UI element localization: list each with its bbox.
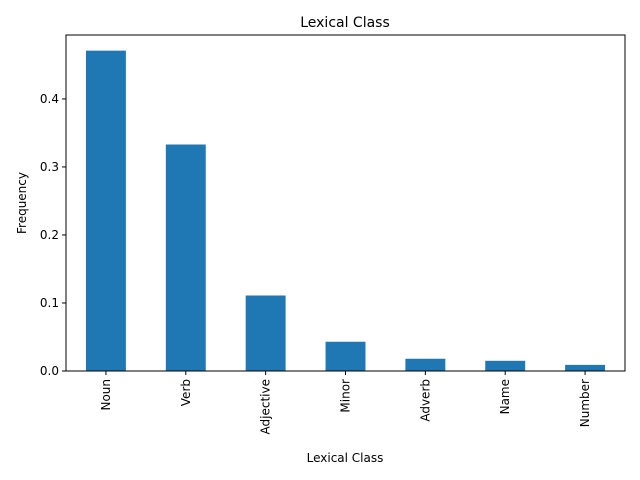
x-tick-label: Name: [498, 379, 512, 414]
y-tick-label: 0.1: [40, 296, 59, 310]
bars-group: [85, 50, 606, 371]
x-tick-label: Adverb: [418, 379, 432, 422]
x-axis: Noun Verb Adjective Minor Adverb Name Number: [99, 371, 592, 434]
bar-name: [485, 360, 526, 371]
x-tick-label: Noun: [99, 379, 113, 411]
y-axis-label: Frequency: [15, 172, 29, 234]
bar-minor: [325, 341, 366, 371]
bar-number: [565, 364, 606, 371]
bar-verb: [165, 144, 206, 371]
y-tick-label: 0.0: [40, 364, 59, 378]
x-axis-label: Lexical Class: [307, 451, 384, 465]
x-tick-label: Number: [578, 379, 592, 427]
chart-title: Lexical Class: [300, 15, 390, 31]
bar-adjective: [245, 295, 286, 371]
bar-adverb: [405, 358, 446, 371]
plot-area-frame: [65, 34, 626, 372]
y-tick-label: 0.2: [40, 228, 59, 242]
y-axis: 0.0 0.1 0.2 0.3 0.4: [40, 92, 66, 378]
y-tick-label: 0.3: [40, 160, 59, 174]
bar-noun: [85, 50, 126, 371]
y-tick-label: 0.4: [40, 92, 59, 106]
x-tick-label: Minor: [339, 379, 353, 413]
x-tick-label: Verb: [179, 379, 193, 406]
x-tick-label: Adjective: [259, 379, 273, 434]
